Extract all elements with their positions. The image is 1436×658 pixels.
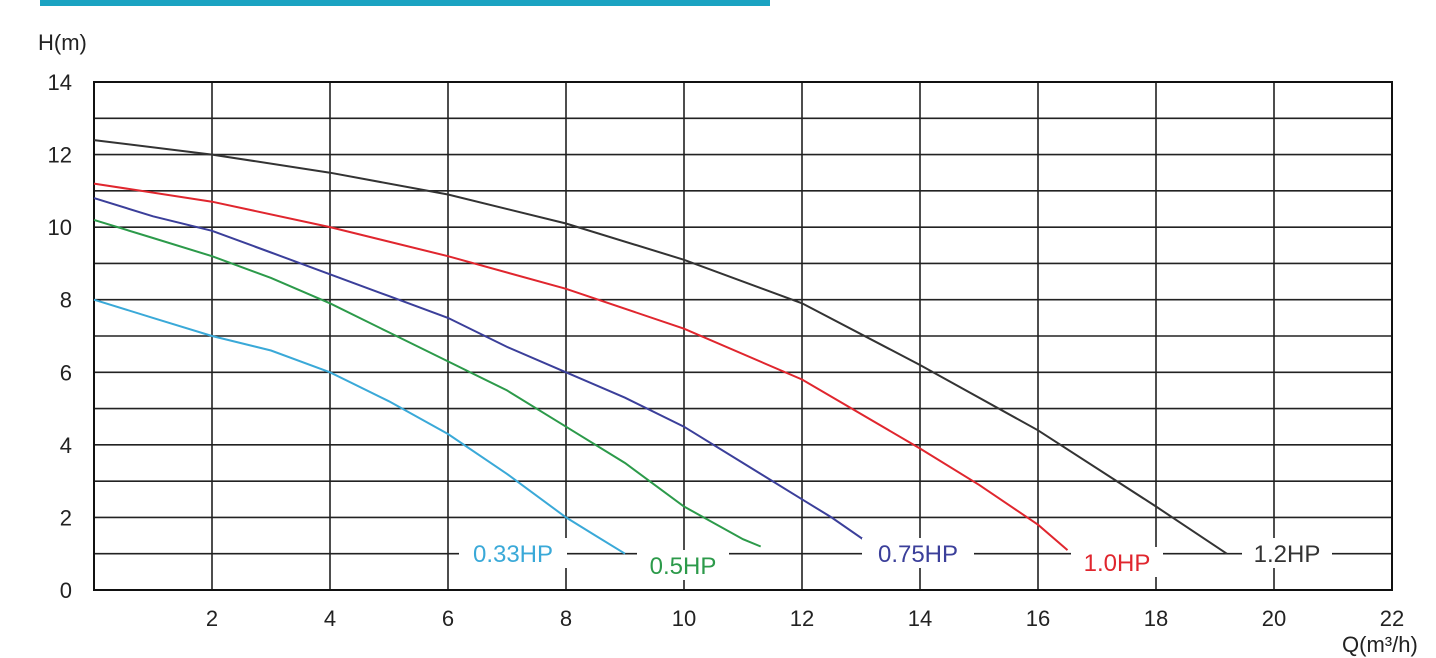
series-label-bg: [637, 550, 729, 580]
x-tick-label: 14: [908, 606, 932, 631]
x-tick-label: 6: [442, 606, 454, 631]
x-tick-label: 10: [672, 606, 696, 631]
x-tick-label: 18: [1144, 606, 1168, 631]
series-labels: 0.33HP 0.5HP 0.75HP 1.0HP 1.2HP: [459, 538, 1332, 580]
x-tick-label: 12: [790, 606, 814, 631]
x-tick-label: 2: [206, 606, 218, 631]
series-line-1-2hp: [93, 139, 1228, 555]
series-line-0-5hp: [93, 218, 762, 548]
y-tick-label: 6: [60, 360, 72, 385]
x-tick-label: 8: [560, 606, 572, 631]
series-label-0-75hp: 0.75HP: [878, 541, 958, 568]
series-label-bg: [1071, 547, 1163, 577]
title-bar-remnant: [40, 0, 770, 6]
series-line-1-0hp: [93, 182, 1069, 551]
series-label-bg: [1242, 538, 1332, 568]
plot-frame: [93, 81, 1393, 591]
series-label-bg: [459, 538, 567, 568]
tick-labels: 2 4 6 8 10 12 14 16 18 20 22 0 2 4 6 8 10 12 14: [48, 70, 1405, 631]
x-tick-label: 16: [1026, 606, 1050, 631]
x-tick-label: 20: [1262, 606, 1286, 631]
series-line-0-33hp: [93, 298, 626, 555]
series-label-1-2hp: 1.2HP: [1254, 541, 1321, 568]
y-tick-label: 14: [48, 70, 72, 95]
x-axis-label: Q(m³/h): [1342, 632, 1418, 657]
x-tick-label: 4: [324, 606, 336, 631]
y-tick-label: 0: [60, 578, 72, 603]
series-label-bg: [862, 538, 974, 568]
y-tick-label: 2: [60, 505, 72, 530]
y-tick-label: 4: [60, 433, 72, 458]
series-curves: [93, 139, 1228, 555]
series-label-0-33hp: 0.33HP: [473, 541, 553, 568]
series-line-0-75hp: [93, 197, 880, 551]
grid: [93, 81, 1393, 591]
y-tick-label: 10: [48, 215, 72, 240]
x-tick-label: 22: [1380, 606, 1404, 631]
series-label-0-5hp: 0.5HP: [650, 553, 717, 580]
y-axis-label: H(m): [38, 30, 87, 55]
series-label-1-0hp: 1.0HP: [1084, 550, 1151, 577]
y-tick-label: 12: [48, 143, 72, 168]
y-tick-label: 8: [60, 288, 72, 313]
